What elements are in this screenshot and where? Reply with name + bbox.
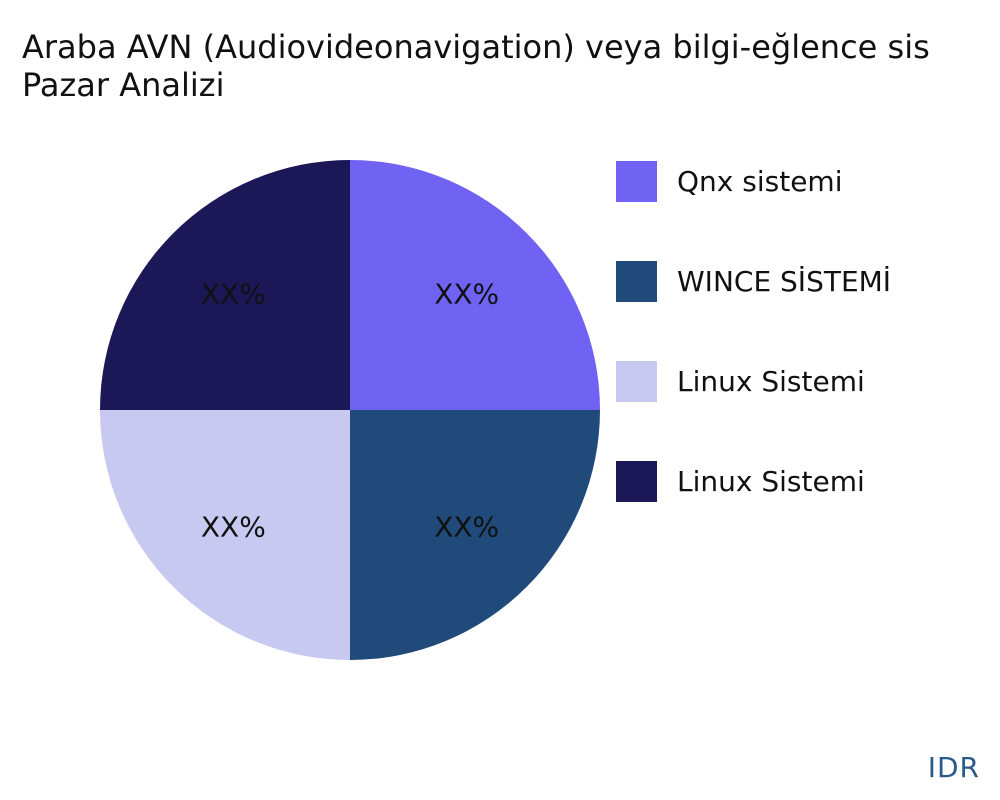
legend-label-linux-light: Linux Sistemi xyxy=(677,364,865,398)
legend-item-wince: WINCE SİSTEMİ xyxy=(616,260,891,302)
pie-slice-2 xyxy=(100,410,350,660)
pie-slice-label-0: XX% xyxy=(434,277,499,310)
brand-logo-text: IDR xyxy=(927,751,980,784)
legend: Qnx sistemi WINCE SİSTEMİ Linux Sistemi … xyxy=(616,160,891,560)
legend-swatch-qnx xyxy=(616,160,657,202)
legend-swatch-linux-light xyxy=(616,360,657,402)
legend-item-linux-dark: Linux Sistemi xyxy=(616,460,891,502)
legend-label-wince: WINCE SİSTEMİ xyxy=(677,264,892,298)
legend-swatch-wince xyxy=(616,260,657,302)
pie-slice-1 xyxy=(350,410,600,660)
legend-label-linux-dark: Linux Sistemi xyxy=(677,464,865,498)
pie-slice-3 xyxy=(100,160,350,410)
legend-item-linux-light: Linux Sistemi xyxy=(616,360,891,402)
chart-title-line-1: Araba AVN (Audiovideonavigation) veya bi… xyxy=(22,28,930,66)
pie-slice-label-2: XX% xyxy=(201,511,266,544)
pie-slice-0 xyxy=(350,160,600,410)
pie-slice-label-3: XX% xyxy=(201,277,266,310)
chart-title: Araba AVN (Audiovideonavigation) veya bi… xyxy=(22,28,1000,104)
legend-item-qnx: Qnx sistemi xyxy=(616,160,891,202)
legend-label-qnx: Qnx sistemi xyxy=(677,164,843,198)
chart-title-line-2: Pazar Analizi xyxy=(22,66,225,104)
pie-slice-label-1: XX% xyxy=(434,511,499,544)
legend-swatch-linux-dark xyxy=(616,460,657,502)
